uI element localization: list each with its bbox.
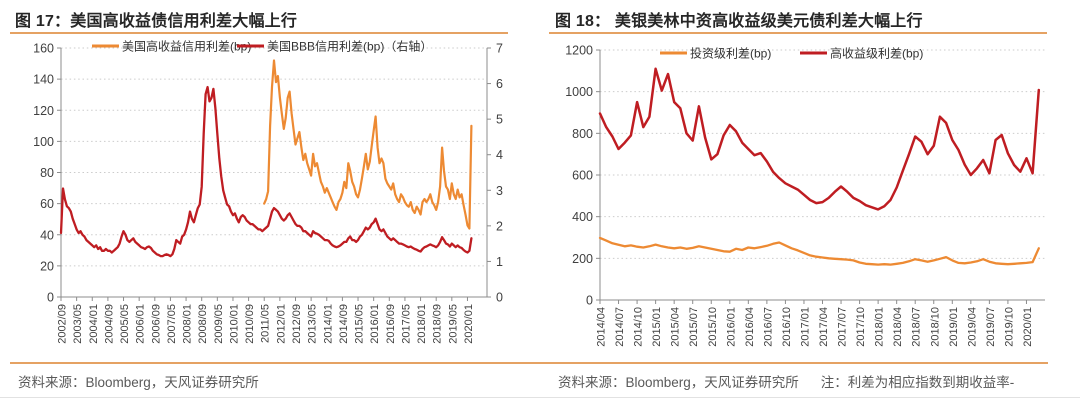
y-axis-right-label: 1 (496, 255, 503, 269)
x-axis-label: 2004/09 (103, 304, 115, 344)
y-axis-right-label: 7 (496, 42, 503, 56)
legend-label-1: 高收益级利差(bp) (830, 46, 923, 61)
x-axis-label: 2007/05 (166, 304, 178, 344)
series-line-0 (598, 236, 1040, 266)
x-axis-label: 2006/01 (135, 304, 147, 344)
x-axis-label: 2014/01 (322, 304, 334, 344)
x-axis-label: 2018/10 (929, 307, 941, 347)
x-axis-label: 2015/01 (651, 307, 663, 347)
figure17-title-underline (10, 32, 508, 34)
x-axis-label: 2016/07 (762, 307, 774, 347)
x-axis-label: 2016/10 (781, 307, 793, 347)
x-axis-label: 2008/09 (197, 304, 209, 344)
x-axis-label: 2002/09 (57, 304, 69, 344)
line-chart-us-highyield-spread: 0 20 40 60 80 100 120 140 160 0 1 2 3 4 5 6 7 2002/09 2003… (33, 39, 503, 344)
figure18-title-underline (549, 32, 1047, 34)
y-axis-label: 140 (33, 73, 54, 87)
x-axis-label: 2016/09 (385, 304, 397, 344)
y-axis-right-label: 3 (496, 184, 503, 198)
x-axis-label: 2010/09 (244, 304, 256, 344)
figure17-source-text: 资料来源：Bloomberg，天风证券研究所 (18, 375, 259, 390)
y-axis-label: 40 (40, 228, 54, 242)
x-axis-label: 2004/01 (88, 304, 100, 344)
figure17-source: 资料来源：Bloomberg，天风证券研究所 (18, 371, 259, 391)
x-axis-label: 2019/07 (985, 307, 997, 347)
x-axis-label: 2019/01 (948, 307, 960, 347)
x-axis-label: 2017/05 (400, 304, 412, 344)
y-axis-right-label: 6 (496, 77, 503, 91)
y-axis-label: 120 (33, 104, 54, 118)
x-axis-label: 2018/09 (432, 304, 444, 344)
line-chart-china-usd-bond-spread: 0 200 400 600 800 1000 1200 2014/04 2014/07 2014/… (565, 44, 1045, 347)
x-axis-label: 2019/04 (966, 307, 978, 347)
x-axis-label: 2010/01 (228, 304, 240, 344)
x-axis-label: 2005/05 (119, 304, 131, 344)
x-axis-label: 2011/05 (260, 304, 272, 343)
x-axis-label: 2014/10 (633, 307, 645, 347)
y-axis-label: 1000 (565, 85, 593, 99)
series-line-0 (263, 59, 473, 230)
y-axis-right-label: 0 (496, 291, 503, 305)
x-axis-label: 2012/01 (275, 304, 287, 344)
x-axis-label: 2013/05 (307, 304, 319, 344)
y-axis-label: 20 (40, 259, 54, 273)
x-axis-label: 2018/01 (416, 304, 428, 344)
y-axis-label: 60 (40, 197, 54, 211)
x-axis-label: 2015/10 (707, 307, 719, 347)
x-axis-label: 2014/07 (614, 307, 626, 347)
x-axis-label: 2018/01 (874, 307, 886, 347)
x-axis-label: 2018/07 (911, 307, 923, 347)
x-axis-label: 2012/09 (291, 304, 303, 344)
footer-divider (10, 362, 1048, 364)
figure17-title: 图 17：美国高收益债信用利差大幅上行 (15, 13, 298, 30)
x-axis-label: 2016/04 (744, 307, 756, 347)
series-line-1 (598, 67, 1041, 211)
y-axis-right-label: 4 (496, 148, 503, 162)
x-axis-label: 2014/04 (596, 307, 608, 347)
x-axis-label: 2017/01 (799, 307, 811, 347)
x-axis-label: 2015/05 (354, 304, 366, 344)
y-axis-right-label: 2 (496, 219, 503, 233)
x-axis-label: 2006/09 (150, 304, 162, 344)
x-axis-label: 2017/04 (818, 307, 830, 347)
x-axis-label: 2020/01 (1022, 307, 1034, 347)
x-axis-label: 2015/04 (670, 307, 682, 347)
y-axis-label: 100 (33, 135, 54, 149)
y-axis-label: 400 (572, 210, 593, 224)
y-axis-label: 200 (572, 252, 593, 266)
series-line-1 (59, 85, 473, 258)
y-axis-label: 80 (40, 166, 54, 180)
x-axis-label: 2008/01 (182, 304, 194, 344)
legend-label-0: 美国高收益信用利差(bp) (122, 39, 251, 54)
x-axis-label: 2017/07 (837, 307, 849, 347)
x-axis-label: 2016/01 (725, 307, 737, 347)
x-axis-label: 2009/05 (213, 304, 225, 344)
x-axis-label: 2016/01 (369, 304, 381, 344)
y-axis-label: 0 (47, 291, 54, 305)
x-axis-label: 2018/04 (892, 307, 904, 347)
figure18-source: 资料来源：Bloomberg，天风证券研究所 注：利差为相应指数到期收益率- (558, 371, 1014, 391)
figure18-source-text: 资料来源：Bloomberg，天风证券研究所 (558, 375, 799, 390)
x-axis-label: 2017/10 (855, 307, 867, 347)
x-axis-label: 2019/10 (1003, 307, 1015, 347)
y-axis-label: 1200 (565, 44, 593, 58)
y-axis-label: 600 (572, 169, 593, 183)
legend-label-1: 美国BBB信用利差(bp)（右轴） (267, 39, 432, 54)
figure18-note-text: 注：利差为相应指数到期收益率- (820, 375, 1015, 390)
y-axis-label: 160 (33, 42, 54, 56)
y-axis-label: 0 (586, 294, 593, 308)
x-axis-label: 2014/09 (338, 304, 350, 344)
x-axis-label: 2003/05 (72, 304, 84, 344)
y-axis-label: 800 (572, 127, 593, 141)
x-axis-label: 2020/01 (463, 304, 475, 344)
x-axis-label: 2015/07 (688, 307, 700, 347)
x-axis-label: 2019/05 (447, 304, 459, 344)
figure18-title: 图 18： 美银美林中资高收益级美元债利差大幅上行 (555, 13, 923, 30)
legend-label-0: 投资级利差(bp) (690, 46, 771, 61)
y-axis-right-label: 5 (496, 113, 503, 127)
page-bottom-edge (0, 397, 1080, 398)
